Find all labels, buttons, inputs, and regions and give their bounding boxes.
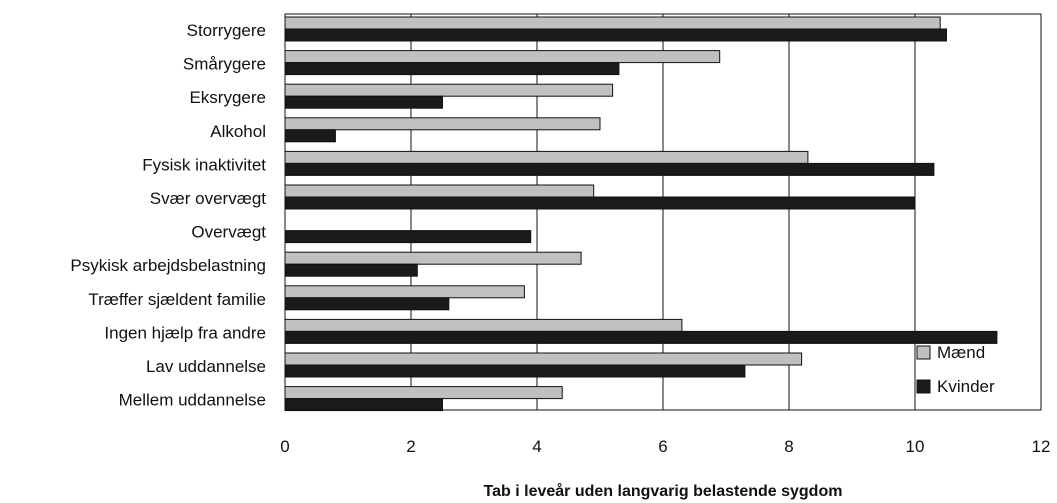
- category-label: Storrygere: [187, 21, 266, 40]
- category-label: Fysisk inaktivitet: [142, 155, 266, 174]
- x-tick-label: 0: [280, 437, 289, 456]
- bar-maend: [284, 318, 683, 332]
- category-label: Alkohol: [210, 122, 266, 141]
- category-label: Mellem uddannelse: [119, 391, 266, 410]
- bars: [284, 16, 998, 412]
- category-label: Psykisk arbejdsbelastning: [70, 256, 266, 275]
- category-label: Træffer sjældent familie: [88, 290, 266, 309]
- x-tick-label: 12: [1032, 437, 1051, 456]
- bar-kvinder: [284, 230, 532, 244]
- bar-kvinder: [284, 28, 947, 42]
- category-label: Ingen hjælp fra andre: [104, 323, 266, 342]
- x-tick-label: 2: [406, 437, 415, 456]
- bar-maend: [284, 150, 809, 164]
- plot-area-frame: [284, 13, 1042, 411]
- legend-swatch: [916, 379, 931, 394]
- category-label: Lav uddannelse: [146, 357, 266, 376]
- bar-kvinder: [284, 330, 998, 344]
- x-tick-label: 6: [658, 437, 667, 456]
- bar-kvinder: [284, 398, 443, 412]
- bar-kvinder: [284, 129, 336, 143]
- category-label: Svær overvægt: [150, 189, 266, 208]
- category-label: Overvægt: [191, 223, 266, 242]
- category-labels: Storrygere Smårygere Eksrygere Alkohol Fysis…: [70, 21, 266, 410]
- bar-maend: [284, 352, 803, 366]
- category-label: Eksrygere: [189, 88, 266, 107]
- bar-kvinder: [284, 196, 916, 210]
- category-label: Smårygere: [183, 55, 266, 74]
- legend-swatch: [916, 345, 931, 360]
- legend-label: Kvinder: [937, 377, 995, 396]
- grid-lines: [410, 14, 916, 410]
- bar-kvinder: [284, 62, 620, 76]
- bar-kvinder: [284, 263, 418, 277]
- legend: Mænd Kvinder: [916, 343, 995, 396]
- x-tick-labels: 0 2 4 6 8 10 12: [280, 437, 1050, 456]
- bar-kvinder: [284, 297, 450, 311]
- x-tick-label: 8: [784, 437, 793, 456]
- bar-maend: [284, 285, 525, 299]
- x-tick-label: 4: [532, 437, 541, 456]
- x-tick-label: 10: [906, 437, 925, 456]
- bar-kvinder: [284, 95, 443, 109]
- legend-label: Mænd: [937, 343, 985, 362]
- bar-maend: [284, 83, 614, 97]
- bar-maend: [284, 50, 721, 64]
- x-axis-label: Tab i leveår uden langvarig belastende s…: [484, 482, 843, 500]
- bar-kvinder: [284, 364, 746, 378]
- bar-maend: [284, 16, 941, 30]
- bar-maend: [284, 117, 601, 131]
- bar-kvinder: [284, 162, 935, 176]
- bar-maend: [284, 386, 563, 400]
- bar-maend: [284, 184, 595, 198]
- bar-maend: [284, 251, 582, 265]
